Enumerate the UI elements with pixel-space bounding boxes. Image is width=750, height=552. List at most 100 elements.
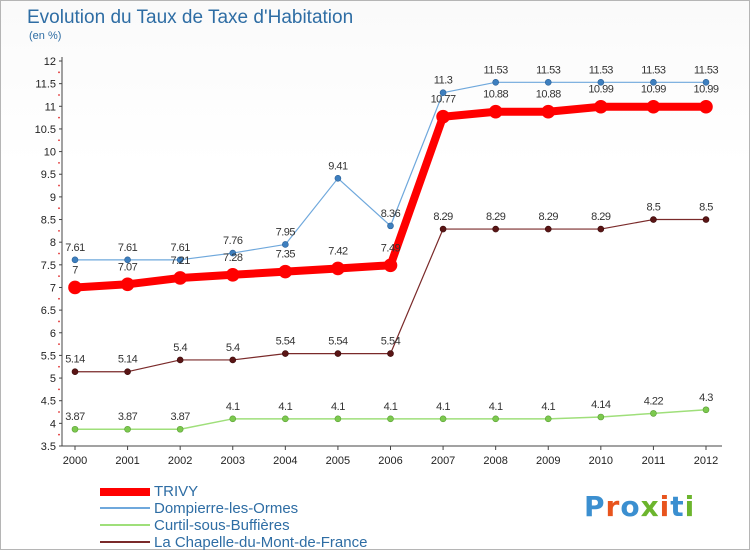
data-label: 7.61 — [170, 242, 190, 254]
data-point — [541, 104, 556, 119]
data-label: 5.54 — [381, 336, 401, 348]
data-label: 10.88 — [536, 89, 561, 101]
data-point — [439, 225, 447, 233]
y-tick-label: 8 — [50, 237, 56, 249]
data-label: 10.99 — [641, 84, 666, 96]
y-minor-tick — [58, 411, 60, 413]
y-minor-tick — [58, 343, 60, 345]
y-minor-tick — [58, 207, 60, 210]
data-point — [387, 350, 394, 357]
legend-label: TRIVY — [154, 483, 199, 500]
data-point — [71, 256, 79, 264]
data-point — [702, 406, 710, 414]
data-label: 9.41 — [328, 160, 348, 172]
y-minor-tick — [58, 139, 60, 142]
legend-swatch — [100, 488, 150, 496]
x-tick-label: 2012 — [694, 455, 718, 467]
data-label: 7.61 — [65, 242, 85, 254]
data-label: 5.4 — [173, 342, 187, 354]
y-tick-label: 11.5 — [35, 79, 56, 91]
x-tick-label: 2008 — [483, 455, 507, 467]
data-point — [544, 225, 552, 233]
y-tick-label: 4 — [50, 418, 56, 430]
data-label: 4.1 — [331, 401, 345, 413]
line-chart: 3.5 4 4.5 5 5.5 6 6.5 7 7.5 8 8.5 9 9.5 10 10.5 11 11.5 1… — [35, 56, 722, 467]
data-point — [439, 415, 447, 423]
y-tick-label: 7.5 — [41, 260, 56, 272]
y-tick-label: 5.5 — [41, 350, 56, 362]
data-point — [334, 350, 342, 357]
y-minor-tick — [58, 388, 60, 391]
data-point — [597, 225, 605, 233]
series-labels-2: 3.87 3.87 3.87 4.1 4.1 4.1 4.1 4.1 4.1 4.1 4.14 4.2… — [65, 392, 713, 423]
y-tick-label: 3.5 — [41, 441, 56, 453]
data-point — [594, 99, 608, 114]
x-tick-label: 2011 — [642, 455, 666, 467]
data-point — [71, 368, 79, 376]
data-label: 11.3 — [434, 75, 453, 87]
legend-swatch — [100, 507, 150, 509]
data-label: 7 — [72, 264, 78, 276]
data-label: 8.29 — [591, 211, 611, 223]
data-label: 4.1 — [226, 401, 240, 413]
legend-swatch — [100, 541, 150, 543]
data-point — [699, 99, 713, 114]
data-point — [282, 241, 289, 248]
y-minor-tick — [58, 275, 60, 278]
data-label: 11.53 — [694, 64, 719, 76]
y-tick-label: 10.5 — [35, 124, 56, 136]
y-minor-tick — [58, 94, 60, 96]
data-point — [597, 413, 605, 421]
data-point — [436, 109, 450, 124]
data-label: 11.53 — [536, 64, 561, 76]
data-label: 3.87 — [118, 411, 138, 423]
data-point — [176, 425, 184, 433]
data-point — [176, 256, 184, 264]
data-label: 5.14 — [118, 354, 138, 366]
data-label: 4.3 — [699, 392, 713, 404]
data-label: 8.5 — [647, 202, 661, 214]
data-label: 3.87 — [65, 411, 85, 423]
chart-axes: 3.5 4 4.5 5 5.5 6 6.5 7 7.5 8 8.5 9 9.5 10 10.5 11 11.5 1… — [35, 56, 722, 467]
x-tick-label: 2002 — [168, 455, 192, 467]
data-label: 10.99 — [588, 84, 613, 96]
data-label: 8.29 — [539, 211, 559, 223]
data-point — [387, 222, 394, 230]
data-label: 10.77 — [431, 94, 456, 106]
y-tick-label: 12 — [44, 56, 56, 68]
data-label: 11.53 — [589, 64, 614, 76]
logo-letter: o — [620, 490, 641, 523]
data-point — [439, 89, 447, 97]
data-label: 7.42 — [328, 245, 348, 257]
data-label: 4.1 — [541, 401, 555, 413]
data-point — [71, 425, 79, 433]
y-tick-label: 9.5 — [41, 169, 56, 181]
series-labels-1: 7.61 7.61 7.61 7.76 7.95 9.41 8.36 11.3 11.53 11.… — [65, 64, 719, 254]
data-label: 7.35 — [276, 249, 296, 261]
data-point — [173, 271, 187, 285]
y-minor-tick — [58, 297, 60, 300]
data-point — [334, 415, 342, 423]
data-point — [702, 216, 710, 223]
y-tick-label: 8.5 — [41, 215, 56, 227]
x-tick-label: 2009 — [536, 455, 560, 467]
data-point — [68, 280, 82, 295]
x-tick-label: 2006 — [378, 455, 402, 467]
data-label: 5.54 — [276, 336, 296, 348]
x-tick-label: 2001 — [115, 455, 139, 467]
data-point — [334, 175, 342, 182]
logo-letter: i — [684, 490, 696, 523]
series-0 — [68, 99, 713, 295]
data-label: 10.88 — [483, 89, 508, 101]
data-label: 8.5 — [699, 202, 713, 214]
data-label: 7.61 — [118, 242, 138, 254]
data-label: 10.99 — [693, 84, 718, 96]
x-tick-label: 2000 — [63, 455, 87, 467]
series-labels-0: 7 7.07 7.21 7.28 7.35 7.42 7.49 10.77 10.88 10.88… — [72, 84, 719, 277]
data-point — [278, 264, 293, 279]
data-point — [331, 261, 345, 276]
data-point — [544, 78, 552, 86]
data-point — [650, 216, 657, 223]
y-tick-label: 6.5 — [41, 305, 56, 317]
data-point — [492, 415, 499, 423]
